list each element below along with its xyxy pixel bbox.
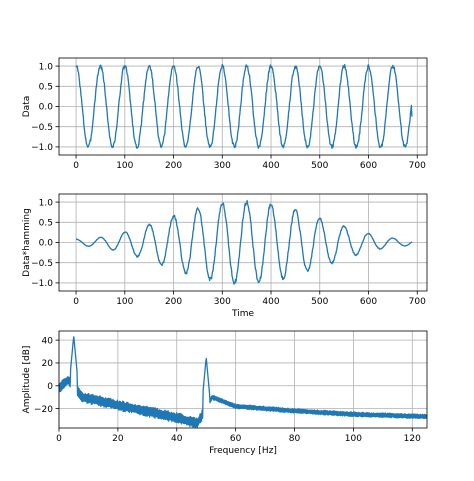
y-axis-label: Data*hamming (22, 208, 32, 277)
y-tick-label: 20 (42, 359, 54, 369)
y-axis-ticks: −20 0 20 40 (34, 336, 59, 415)
y-tick-label: 0.5 (39, 82, 53, 92)
x-axis-label: Time (231, 309, 254, 319)
x-tick-label: 400 (262, 161, 279, 171)
y-tick-label: −0.5 (31, 259, 53, 269)
data-subplot: 0 100 200 300 400 500 600 700 −1.0 −0.5 0.0 0.5 1.0… (22, 57, 428, 171)
x-tick-label: 400 (262, 297, 279, 307)
x-axis-ticks: 0 100 200 300 400 500 600 700 (73, 155, 426, 171)
y-tick-label: 1.0 (39, 198, 54, 208)
plot-frame (58, 330, 428, 429)
x-tick-label: 80 (289, 434, 301, 444)
x-tick-label: 700 (409, 297, 426, 307)
x-tick-label: 600 (360, 297, 377, 307)
windowed-data-subplot: 0 100 200 300 400 500 600 700 −1.0 −0.5 0.0 0.5 1.0… (22, 193, 428, 319)
x-tick-label: 0 (73, 161, 79, 171)
x-tick-label: 100 (345, 434, 362, 444)
y-tick-label: −20 (34, 405, 53, 415)
x-tick-label: 500 (311, 297, 328, 307)
x-tick-label: 0 (56, 434, 62, 444)
x-tick-label: 0 (73, 297, 79, 307)
x-tick-label: 200 (165, 297, 182, 307)
x-tick-label: 100 (116, 161, 133, 171)
windowed-series-line (75, 199, 413, 285)
data-series-line (75, 63, 413, 150)
y-tick-label: 0.0 (39, 239, 54, 249)
y-axis-label: Amplitude [dB] (22, 346, 32, 414)
x-tick-label: 60 (230, 434, 242, 444)
y-tick-label: 0.5 (39, 218, 53, 228)
x-tick-label: 300 (214, 161, 231, 171)
gridlines (59, 194, 427, 291)
spectrum-series-line (58, 336, 428, 429)
y-tick-label: 0.0 (39, 103, 54, 113)
x-tick-label: 40 (171, 434, 183, 444)
x-tick-label: 700 (409, 161, 426, 171)
y-tick-label: −0.5 (31, 123, 53, 133)
gridlines (59, 58, 427, 155)
x-tick-label: 500 (311, 161, 328, 171)
x-axis-ticks: 0 20 40 60 80 100 120 (56, 428, 421, 444)
x-tick-label: 300 (214, 297, 231, 307)
y-tick-label: 0 (47, 382, 53, 392)
x-axis-ticks: 0 100 200 300 400 500 600 700 (73, 291, 426, 307)
x-axis-label: Frequency [Hz] (209, 446, 277, 456)
x-tick-label: 100 (116, 297, 133, 307)
y-tick-label: 40 (42, 336, 54, 346)
y-axis-label: Data (22, 96, 32, 118)
x-tick-label: 20 (112, 434, 124, 444)
y-axis-ticks: −1.0 −0.5 0.0 0.5 1.0 (31, 62, 59, 153)
y-axis-ticks: −1.0 −0.5 0.0 0.5 1.0 (31, 198, 59, 289)
x-tick-label: 200 (165, 161, 182, 171)
x-tick-label: 600 (360, 161, 377, 171)
y-tick-label: 1.0 (39, 62, 54, 72)
y-tick-label: −1.0 (31, 143, 53, 153)
y-tick-label: −1.0 (31, 279, 53, 289)
x-tick-label: 120 (404, 434, 421, 444)
